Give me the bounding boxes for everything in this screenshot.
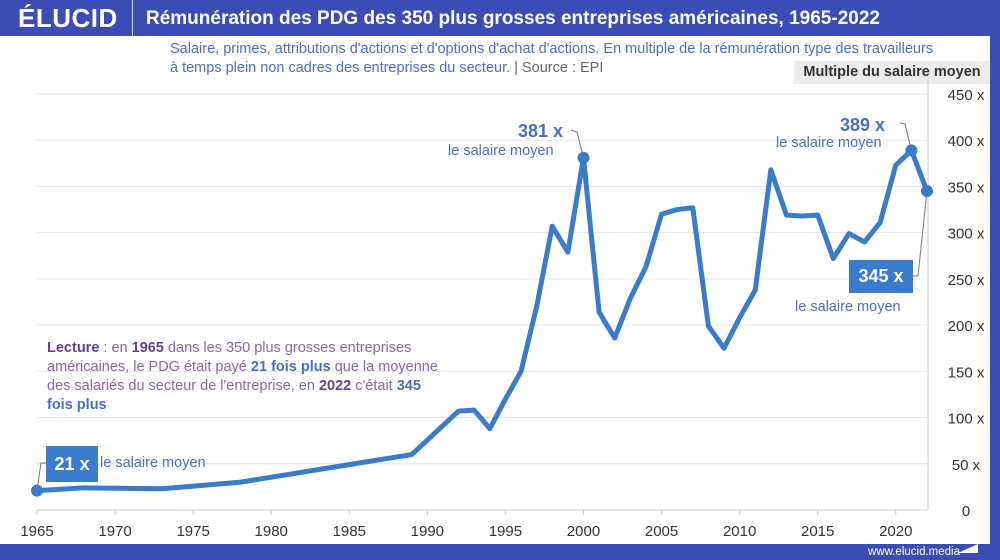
- x-tick-label: 1995: [489, 523, 522, 540]
- y-tick-label: 400 x: [948, 133, 985, 150]
- note-text: c'était: [351, 378, 397, 394]
- x-tick-label: 1980: [255, 523, 288, 540]
- annotation-1965-value: 21 x: [46, 446, 98, 482]
- data-point-2022: [921, 185, 933, 198]
- subtitle-line2: à temps plein non cadres des entreprises…: [170, 60, 511, 76]
- annotation-2022-text: le salaire moyen: [795, 299, 901, 315]
- data-point-1965: [31, 484, 43, 497]
- y-tick-label: 100 x: [948, 411, 985, 428]
- x-tick-label: 1985: [333, 523, 366, 540]
- reading-note: Lecture : en 1965 dans les 350 plus gros…: [47, 339, 447, 415]
- y-tick-label: 300 x: [948, 226, 985, 243]
- subtitle-line1: Salaire, primes, attributions d'actions …: [170, 41, 934, 57]
- y-tick-label: 350 x: [948, 179, 985, 196]
- annotation-1965-text: le salaire moyen: [100, 455, 206, 471]
- x-tick-label: 1965: [20, 523, 53, 540]
- y-tick-label: 50 x: [952, 457, 981, 474]
- note-lecture: Lecture: [47, 340, 100, 356]
- y-tick-label: 200 x: [948, 318, 985, 335]
- annotation-leader: [913, 191, 928, 277]
- source-label: | Source : EPI: [514, 60, 604, 76]
- chart-card: [0, 36, 990, 544]
- note-year-2022: 2022: [318, 378, 352, 394]
- x-tick-label: 2010: [723, 523, 756, 540]
- x-tick-label: 2020: [879, 523, 912, 540]
- series-line: [34, 147, 930, 494]
- header-bar: ÉLUCID Rémunération des PDG des 350 plus…: [0, 0, 1000, 36]
- note-text: que la moyenne des salariés du secteur d…: [47, 359, 438, 394]
- chart-title: Rémunération des PDG des 350 plus grosse…: [146, 8, 880, 29]
- annotation-leader: [899, 122, 912, 151]
- elucid-logo: ÉLUCID: [18, 3, 118, 33]
- annotation-leader: [570, 129, 584, 158]
- x-tick-label: 1990: [411, 523, 444, 540]
- y-tick-label: 450 x: [948, 87, 985, 104]
- annotation-leader: [36, 462, 46, 491]
- annotation-2021-value: 389 x: [840, 115, 886, 135]
- y-tick-label: 250 x: [948, 272, 985, 289]
- note-345x: 345 fois plus: [47, 378, 421, 413]
- footer-url[interactable]: www.elucid.media: [867, 546, 960, 558]
- note-21x: 21 fois plus: [250, 359, 331, 375]
- y-tick-label: 150 x: [948, 364, 985, 381]
- annotation-2000-value: 381 x: [518, 121, 564, 141]
- header-divider: [132, 0, 133, 36]
- data-point-2000: [577, 151, 590, 164]
- note-text: dans les 350 plus grosses entreprises am…: [47, 340, 412, 375]
- elucid-mark-icon: [958, 544, 978, 553]
- annotation-2000-text: le salaire moyen: [448, 143, 554, 159]
- annotation-2022-value: 345 x: [849, 260, 913, 293]
- note-text: : en: [99, 340, 132, 356]
- data-point-2021: [905, 144, 918, 157]
- note-year-1965: 1965: [131, 340, 164, 356]
- x-tick-label: 1970: [98, 523, 131, 540]
- y-axis-unit-label: Multiple du salaire moyen: [794, 61, 990, 84]
- x-tick-label: 2005: [645, 523, 678, 540]
- chart-subtitle: Salaire, primes, attributions d'actions …: [170, 40, 990, 78]
- y-tick-label: 0: [962, 503, 970, 520]
- x-tick-label: 2000: [567, 523, 600, 540]
- annotation-2021-text: le salaire moyen: [776, 135, 882, 151]
- x-tick-label: 1975: [176, 523, 209, 540]
- x-tick-label: 2015: [801, 523, 834, 540]
